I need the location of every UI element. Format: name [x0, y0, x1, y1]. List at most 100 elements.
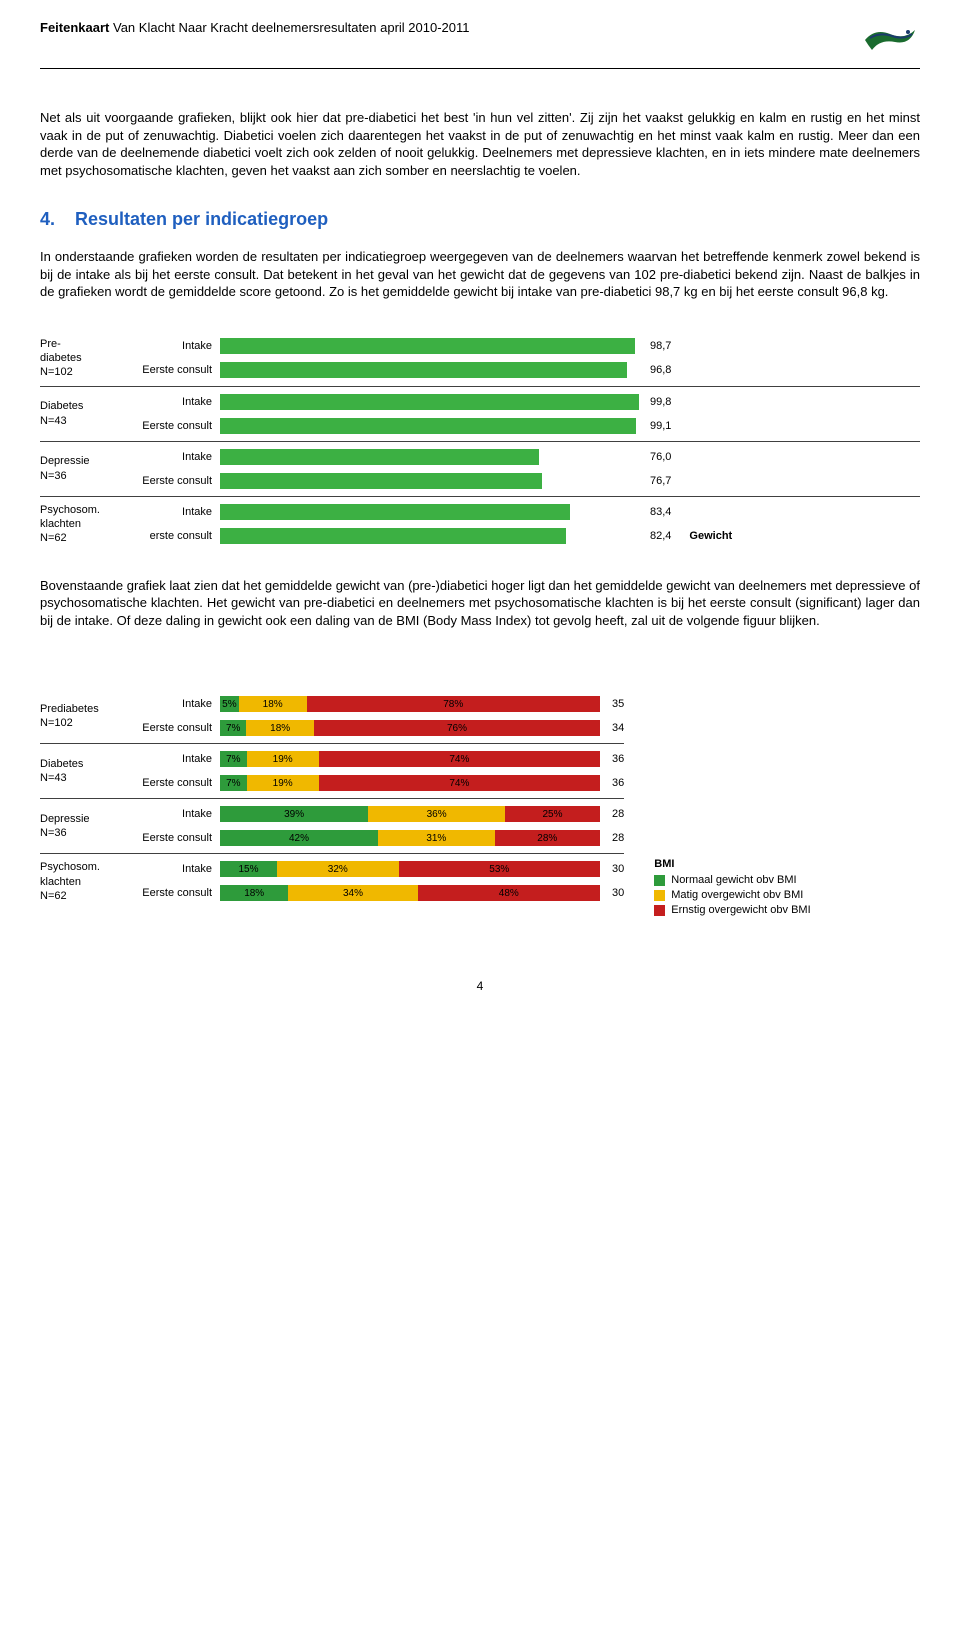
bar-area — [220, 473, 640, 489]
legend-item: Matig overgewicht obv BMI — [654, 889, 810, 901]
logo-icon — [860, 20, 920, 60]
bar-area — [220, 362, 640, 378]
section-num: 4. — [40, 209, 55, 229]
stacked-bar: 39%36%25% — [220, 806, 600, 822]
row-label: Eerste consult — [130, 722, 220, 734]
chart-group: DiabetesN=43Intake99,8Eerste consult99,1 — [40, 387, 920, 442]
bar-segment: 7% — [220, 775, 247, 791]
stacked-bar: 18%34%48% — [220, 885, 600, 901]
chart-group: Psychosom.klachtenN=62Intake83,4erste co… — [40, 497, 920, 552]
stacked-bar: 7%19%74% — [220, 775, 600, 791]
bar — [220, 528, 566, 544]
bar-segment: 18% — [220, 885, 288, 901]
chart-group: Psychosom.klachtenN=62Intake15%32%53%30 E… — [40, 854, 624, 909]
chart-row: Intake98,7 — [130, 337, 920, 355]
group-label: Psychosom.klachtenN=62 — [40, 503, 130, 546]
bar-area — [220, 338, 640, 354]
chart-row: Eerste consult18%34%48%30 — [130, 884, 624, 902]
bar-segment: 5% — [220, 696, 239, 712]
bar-value: 83,4 — [640, 506, 671, 518]
bmi-legend: BMI Normaal gewicht obv BMI Matig overgewi… — [654, 858, 810, 929]
chart-row: Eerste consult96,8 — [130, 361, 920, 379]
page-number: 4 — [40, 979, 920, 993]
stacked-bar: 7%19%74% — [220, 751, 600, 767]
weight-chart: Pre-diabetesN=102Intake98,7Eerste consul… — [40, 331, 920, 552]
bar-segment: 48% — [418, 885, 600, 901]
bar — [220, 362, 627, 378]
legend-label: Matig overgewicht obv BMI — [671, 889, 803, 901]
chart-row: Intake7%19%74%36 — [130, 750, 624, 768]
bar-value: 98,7 — [640, 340, 671, 352]
row-total: 28 — [600, 832, 624, 844]
legend-swatch — [654, 890, 665, 901]
row-label: Eerste consult — [130, 832, 220, 844]
bar-segment: 36% — [368, 806, 505, 822]
bar — [220, 504, 570, 520]
bar-segment: 18% — [239, 696, 307, 712]
bar-segment: 15% — [220, 861, 277, 877]
bar — [220, 473, 542, 489]
stacked-bar: 42%31%28% — [220, 830, 600, 846]
group-label: DiabetesN=43 — [40, 750, 130, 792]
row-label: Eerste consult — [130, 364, 220, 376]
bar-segment: 19% — [247, 751, 319, 767]
bar-value: 76,7 — [640, 475, 671, 487]
bmi-chart-wrapper: PrediabetesN=102Intake5%18%78%35Eerste c… — [40, 659, 920, 929]
bar-segment: 76% — [314, 720, 600, 736]
bar-segment: 74% — [319, 775, 600, 791]
bar-segment: 25% — [505, 806, 600, 822]
chart-row: Intake76,0 — [130, 448, 920, 466]
row-total: 30 — [600, 887, 624, 899]
bar-area — [220, 394, 640, 410]
section-title: Resultaten per indicatiegroep — [75, 209, 328, 229]
group-label: Psychosom.klachtenN=62 — [40, 860, 130, 903]
chart-group: DiabetesN=43Intake7%19%74%36Eerste consu… — [40, 744, 624, 799]
paragraph-1: Net als uit voorgaande grafieken, blijkt… — [40, 109, 920, 179]
header-bold: Feitenkaart — [40, 20, 109, 35]
bar — [220, 418, 636, 434]
row-label: Eerste consult — [130, 887, 220, 899]
chart-group: PrediabetesN=102Intake5%18%78%35Eerste c… — [40, 689, 624, 744]
chart-group: Pre-diabetesN=102Intake98,7 Eerste consul… — [40, 331, 920, 387]
bar-segment: 42% — [220, 830, 378, 846]
group-label: PrediabetesN=102 — [40, 695, 130, 737]
row-label: Intake — [130, 863, 220, 875]
bar — [220, 449, 539, 465]
legend-item: Normaal gewicht obv BMI — [654, 874, 810, 886]
row-label: Intake — [130, 808, 220, 820]
bar-segment: 39% — [220, 806, 368, 822]
bar-value: 99,8 — [640, 396, 671, 408]
bar-area — [220, 504, 640, 520]
legend-label: Normaal gewicht obv BMI — [671, 874, 796, 886]
bar-segment: 74% — [319, 751, 600, 767]
bar — [220, 394, 639, 410]
bar-segment: 7% — [220, 720, 246, 736]
bmi-chart: PrediabetesN=102Intake5%18%78%35Eerste c… — [40, 689, 624, 909]
bar-value: 99,1 — [640, 420, 671, 432]
bar-value: 76,0 — [640, 451, 671, 463]
legend-label: Ernstig overgewicht obv BMI — [671, 904, 810, 916]
legend-swatch — [654, 875, 665, 886]
legend-title: BMI — [654, 858, 810, 870]
row-total: 36 — [600, 777, 624, 789]
row-label: Intake — [130, 396, 220, 408]
row-total: 34 — [600, 722, 624, 734]
legend-swatch — [654, 905, 665, 916]
legend-item: Ernstig overgewicht obv BMI — [654, 904, 810, 916]
chart-row: Eerste consult42%31%28%28 — [130, 829, 624, 847]
row-label: Intake — [130, 753, 220, 765]
header-title: Feitenkaart Van Klacht Naar Kracht deeln… — [40, 20, 470, 35]
group-label: Pre-diabetesN=102 — [40, 337, 130, 380]
bar-area — [220, 449, 640, 465]
bar-segment: 34% — [288, 885, 417, 901]
paragraph-3: Bovenstaande grafiek laat zien dat het g… — [40, 577, 920, 630]
chart-row: Eerste consult76,7 — [130, 472, 920, 490]
chart-row: Intake83,4 — [130, 503, 920, 521]
chart-row: Eerste consult7%18%76%34 — [130, 719, 624, 737]
bar-segment: 31% — [378, 830, 495, 846]
paragraph-2: In onderstaande grafieken worden de resu… — [40, 248, 920, 301]
chart-row: Intake15%32%53%30 — [130, 860, 624, 878]
bar-segment: 78% — [307, 696, 600, 712]
chart-row: Eerste consult99,1 — [130, 417, 920, 435]
bar-area — [220, 418, 640, 434]
